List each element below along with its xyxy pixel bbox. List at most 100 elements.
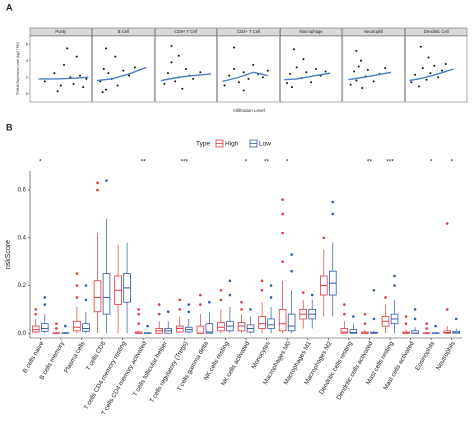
outlier [343, 303, 346, 306]
fit-line [38, 76, 89, 80]
scatter-point [421, 67, 424, 70]
legend-label: High [225, 141, 239, 148]
panel-label: B [6, 122, 13, 132]
outlier [157, 312, 161, 316]
box [237, 322, 246, 332]
outlier [260, 279, 264, 283]
fit-line [160, 73, 212, 82]
scatter-point [361, 86, 364, 89]
scatter-point [324, 70, 327, 73]
y-axis-label: TRIM46 Expression Level (log2 TPM) [16, 42, 20, 95]
scatter-point [233, 46, 236, 49]
outlier [404, 322, 408, 325]
fit-line [96, 66, 147, 82]
scatter-point [314, 68, 317, 70]
scatter-point [440, 69, 443, 72]
outlier [384, 296, 387, 299]
outlier [137, 322, 140, 325]
outlier [43, 303, 47, 306]
scatter-point [114, 55, 117, 58]
scatter-point [355, 79, 358, 82]
y-tick-label: 6 [26, 41, 29, 46]
outlier [331, 200, 335, 204]
outlier [187, 303, 191, 306]
outlier [281, 260, 284, 263]
facet-title: Dendritic Cell [424, 29, 449, 34]
outlier [281, 198, 284, 201]
scatter-point [75, 55, 78, 58]
fit-line [222, 71, 268, 83]
y-tick-label: 0.4 [18, 235, 27, 241]
scatter-point [410, 81, 413, 84]
outlier [301, 291, 305, 294]
significance-label: * [286, 159, 289, 166]
facet-frame [405, 35, 468, 103]
outlier [413, 308, 417, 311]
outlier [454, 317, 458, 321]
scatter-point [43, 80, 46, 83]
outlier [413, 317, 417, 321]
panel-label: A [6, 2, 13, 12]
outlier [310, 293, 314, 297]
box [102, 273, 111, 315]
outlier [55, 327, 58, 330]
scatter-point [78, 74, 81, 77]
significance-label: *** [386, 159, 394, 166]
scatter-point [66, 47, 69, 50]
scatter-point [419, 45, 422, 48]
box [196, 325, 205, 334]
scatter-point [372, 80, 375, 83]
significance-label: *** [180, 159, 188, 166]
y-tick-label: 0.2 [18, 283, 27, 289]
significance-label: * [430, 159, 433, 166]
facet-title: B Cell [118, 29, 129, 34]
significance-label: ** [141, 159, 147, 166]
facet-title: Macrophage [299, 29, 323, 34]
scatter-point [59, 84, 62, 87]
outlier [64, 324, 67, 328]
y-axis-label: riskScore [5, 240, 12, 269]
significance-label: ** [264, 159, 270, 166]
box [258, 316, 266, 329]
outlier [43, 296, 47, 299]
outlier [281, 212, 284, 216]
outlier [372, 317, 376, 321]
box [349, 329, 358, 334]
outlier [393, 284, 396, 287]
y-tick-label: 4 [26, 58, 29, 63]
outlier [290, 253, 293, 256]
significance-label: * [450, 159, 453, 166]
scatter-point [295, 66, 298, 69]
scatter-point [288, 72, 291, 75]
scatter-point [181, 87, 184, 90]
outlier [34, 312, 38, 316]
outlier [240, 300, 243, 304]
scatter-point [116, 84, 119, 87]
outlier [228, 293, 232, 297]
scatter-point [425, 78, 428, 81]
scatter-point [107, 72, 110, 75]
scatter-point [414, 73, 417, 76]
outlier [219, 298, 223, 302]
outlier [363, 312, 367, 316]
outlier [75, 284, 79, 287]
scatter-point [266, 69, 269, 72]
legend-label: Low [259, 141, 271, 148]
scatter-point [359, 59, 362, 62]
outlier [157, 303, 161, 306]
outlier [363, 322, 367, 325]
outlier [269, 296, 273, 299]
significance-label: ** [367, 159, 373, 166]
legend-title: Type [196, 141, 210, 148]
scatter-point [302, 58, 305, 61]
significance-label: * [39, 159, 42, 166]
outlier [281, 231, 284, 235]
scatter-point [242, 89, 245, 92]
outlier [260, 288, 264, 292]
scatter-point [170, 61, 173, 64]
scatter-point [305, 71, 308, 74]
outlier [75, 272, 79, 275]
scatter-point [163, 82, 166, 85]
outlier [187, 310, 191, 314]
outlier [178, 308, 182, 311]
